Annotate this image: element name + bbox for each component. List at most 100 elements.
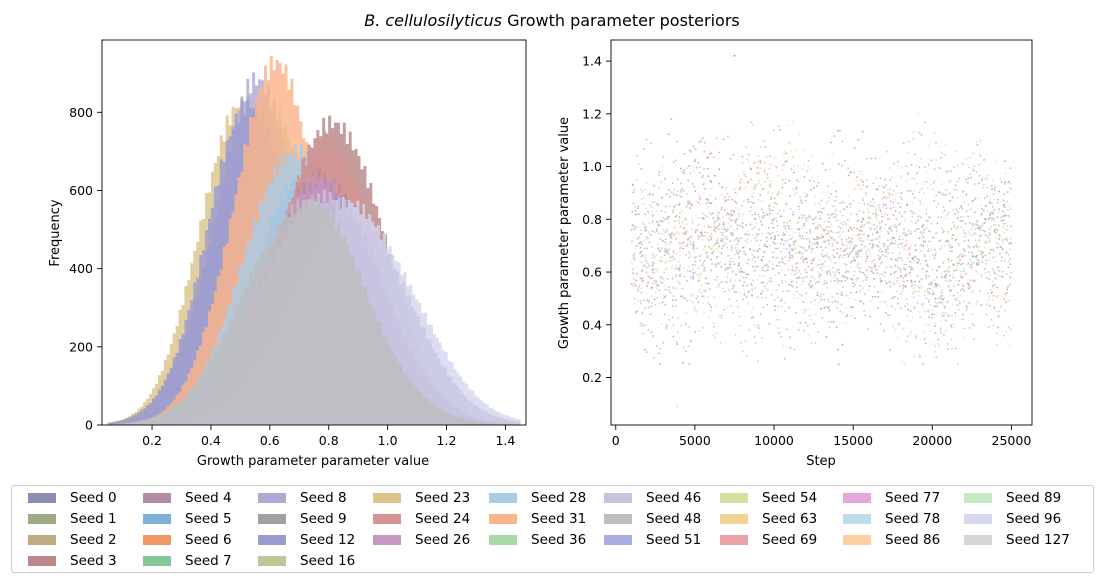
trace-point — [659, 238, 662, 241]
trace-point — [788, 253, 791, 255]
trace-point — [664, 205, 667, 208]
trace-point — [906, 257, 909, 260]
trace-point — [835, 199, 838, 202]
trace-point — [961, 282, 964, 285]
trace-point — [672, 335, 675, 338]
trace-point — [717, 262, 720, 265]
trace-point — [824, 229, 827, 232]
trace-point — [800, 213, 803, 216]
trace-point — [887, 232, 890, 235]
trace-point — [735, 243, 737, 246]
trace-point — [828, 225, 831, 228]
trace-point — [927, 265, 929, 268]
trace-point — [818, 263, 821, 266]
trace-point — [970, 228, 973, 231]
trace-point — [753, 226, 756, 229]
trace-point — [845, 269, 847, 272]
trace-point — [769, 232, 771, 235]
trace-point — [849, 239, 852, 242]
trace-point — [959, 259, 961, 261]
trace-point — [731, 198, 734, 201]
trace-point — [813, 243, 816, 245]
trace-point — [722, 216, 724, 219]
trace-point — [945, 276, 947, 279]
trace-point — [871, 246, 874, 249]
trace-point — [691, 221, 694, 224]
trace-point — [686, 245, 689, 247]
trace-point — [879, 209, 881, 211]
trace-point — [798, 321, 801, 324]
trace-point — [705, 202, 708, 205]
trace-point — [679, 264, 682, 267]
trace-point — [798, 251, 800, 253]
trace-point — [992, 285, 994, 288]
trace-point — [736, 224, 739, 227]
trace-point — [720, 240, 723, 243]
trace-point — [745, 175, 748, 178]
trace-point — [818, 301, 821, 304]
trace-point — [824, 240, 827, 243]
trace-point — [837, 269, 840, 271]
trace-point — [740, 237, 743, 239]
trace-point — [815, 216, 817, 219]
trace-point — [867, 247, 869, 250]
trace-point — [644, 254, 647, 256]
trace-point — [664, 268, 667, 271]
trace-point — [738, 215, 741, 218]
trace-point — [686, 299, 689, 302]
trace-point — [794, 247, 797, 250]
trace-point — [978, 238, 980, 241]
trace-point — [875, 208, 878, 211]
trace-point — [878, 236, 881, 239]
trace-point — [650, 330, 653, 333]
trace-point — [893, 162, 895, 165]
trace-point — [771, 251, 774, 254]
trace-point — [720, 231, 723, 234]
trace-point — [928, 144, 930, 147]
trace-point — [993, 224, 995, 227]
trace-point — [1009, 258, 1011, 260]
trace-point — [637, 288, 640, 291]
trace-point — [987, 271, 990, 273]
trace-point — [849, 247, 851, 249]
trace-point — [912, 257, 914, 260]
trace-point — [729, 231, 732, 234]
trace-point — [885, 311, 887, 314]
trace-point — [901, 238, 904, 241]
trace-point — [866, 237, 869, 240]
trace-point — [651, 253, 654, 256]
trace-point — [983, 253, 986, 256]
trace-point — [990, 292, 993, 294]
trace-point — [706, 257, 709, 260]
trace-point — [865, 178, 868, 181]
trace-point — [685, 193, 688, 196]
trace-point — [750, 311, 753, 313]
trace-point — [757, 324, 760, 327]
trace-point — [671, 266, 673, 269]
trace-point — [720, 253, 723, 256]
trace-point — [851, 250, 853, 253]
trace-point — [955, 299, 958, 301]
trace-point — [643, 197, 645, 199]
trace-point — [843, 208, 846, 211]
trace-point — [988, 232, 991, 235]
trace-point — [946, 300, 949, 303]
trace-point — [962, 163, 964, 165]
trace-point — [808, 285, 811, 287]
trace-point — [756, 265, 759, 268]
trace-point — [997, 242, 1000, 245]
trace-point — [929, 330, 931, 332]
trace-point — [900, 307, 902, 309]
trace-y-tick-label: 0.2 — [582, 370, 602, 385]
trace-point — [1003, 231, 1006, 234]
trace-point — [683, 227, 685, 230]
trace-point — [676, 267, 679, 270]
trace-point — [690, 243, 692, 246]
trace-point — [1008, 299, 1011, 302]
figure-title: B. cellulosilyticus Growth parameter pos… — [364, 11, 740, 30]
trace-point — [771, 263, 774, 265]
trace-point — [931, 309, 933, 311]
trace-point — [765, 156, 768, 159]
trace-point — [901, 290, 904, 293]
trace-point — [803, 280, 805, 283]
